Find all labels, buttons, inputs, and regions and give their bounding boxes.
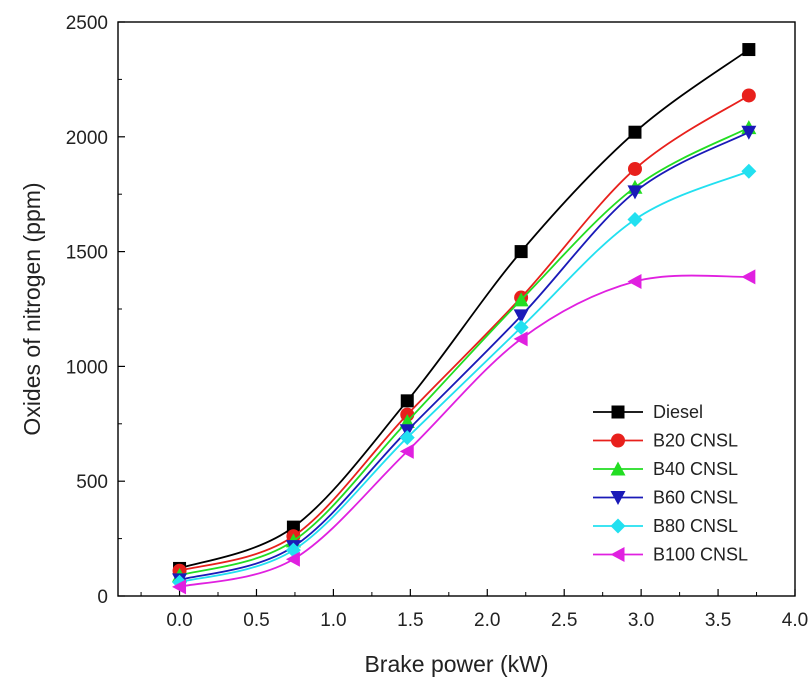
- legend-marker: [610, 491, 626, 505]
- legend-marker: [610, 547, 625, 562]
- legend-item: Diesel: [593, 402, 703, 422]
- y-tick-label: 2500: [66, 13, 108, 34]
- x-tick-label: 3.5: [705, 610, 731, 631]
- data-point: [399, 443, 414, 459]
- legend-label: B60 CNSL: [653, 488, 738, 508]
- data-point: [741, 163, 757, 179]
- x-tick-label: 3.0: [628, 610, 654, 631]
- data-point: [400, 394, 414, 408]
- legend-item: B80 CNSL: [593, 516, 738, 536]
- x-tick-label: 4.0: [782, 610, 808, 631]
- y-tick-label: 1500: [66, 243, 108, 264]
- legend-label: B20 CNSL: [653, 431, 738, 451]
- data-point: [627, 211, 643, 227]
- y-tick-label: 2000: [66, 128, 108, 149]
- data-point: [742, 43, 756, 57]
- series-layer: [172, 43, 757, 595]
- legend-item: B100 CNSL: [593, 545, 748, 565]
- data-point: [285, 551, 300, 567]
- legend-marker: [610, 518, 626, 534]
- data-point: [741, 88, 756, 103]
- y-tick-label: 0: [97, 587, 108, 608]
- plot-border: [117, 21, 796, 597]
- legend: Diesel B20 CNSL B40 CNSL B60 CNSL B80 CNSL B1…: [593, 402, 748, 565]
- legend-item: B20 CNSL: [593, 431, 738, 451]
- x-tick-label: 2.0: [474, 610, 500, 631]
- x-tick-label: 1.0: [320, 610, 346, 631]
- x-tick-label: 2.5: [551, 610, 577, 631]
- data-point: [513, 292, 529, 307]
- data-point: [741, 125, 757, 140]
- data-point: [628, 125, 642, 139]
- data-point: [513, 331, 528, 347]
- legend-marker: [610, 461, 626, 476]
- x-tick-label: 1.5: [397, 610, 423, 631]
- data-point: [627, 185, 643, 200]
- legend-marker: [611, 433, 625, 448]
- x-axis-ticks: 0.0 0.5 1.0 1.5 2.0 2.5 3.0 3.5 4.0: [140, 589, 808, 631]
- data-point: [627, 161, 642, 176]
- y-axis-ticks: 0 500 1000 1500 2000 2500: [66, 13, 125, 608]
- x-tick-label: 0.5: [243, 610, 269, 631]
- data-point: [399, 430, 415, 446]
- x-axis-title: Brake power (kW): [364, 651, 548, 677]
- y-tick-label: 1000: [66, 357, 108, 378]
- data-point: [513, 309, 529, 324]
- y-tick-label: 500: [76, 472, 108, 493]
- legend-label: B40 CNSL: [653, 459, 738, 479]
- plot-frame: [117, 21, 796, 597]
- data-point: [513, 319, 529, 335]
- data-point: [741, 269, 756, 285]
- data-point: [627, 273, 642, 289]
- legend-label: B80 CNSL: [653, 516, 738, 536]
- y-axis-title: Oxides of nitrogen (ppm): [19, 182, 45, 435]
- series-b40-cnsl: [172, 120, 757, 582]
- series-b80-cnsl: [172, 163, 757, 590]
- x-tick-label: 0.0: [166, 610, 192, 631]
- series-b100-cnsl: [172, 269, 756, 595]
- series-line: [179, 170, 750, 584]
- data-point: [514, 245, 528, 259]
- data-point: [172, 579, 187, 595]
- legend-marker: [611, 405, 625, 419]
- legend-item: B60 CNSL: [593, 488, 738, 508]
- legend-item: B40 CNSL: [593, 459, 738, 479]
- series-line: [179, 126, 750, 577]
- legend-label: B100 CNSL: [653, 545, 748, 565]
- legend-label: Diesel: [653, 402, 703, 422]
